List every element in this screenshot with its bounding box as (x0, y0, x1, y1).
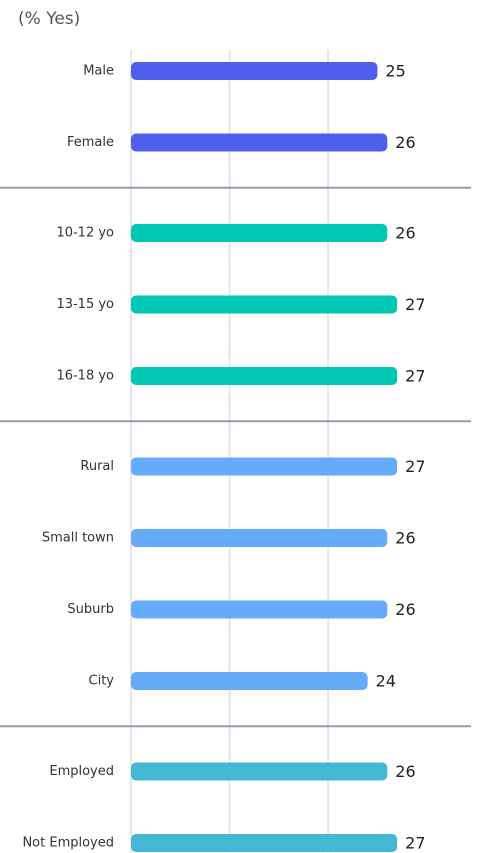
value-label: 27 (405, 367, 425, 386)
value-label: 27 (405, 457, 425, 476)
category-label: 10-12 yo (56, 226, 114, 241)
bar (131, 600, 388, 619)
bar (131, 367, 398, 385)
category-label: Not Employed (22, 836, 114, 851)
category-label: 16-18 yo (56, 369, 114, 384)
bar (131, 762, 388, 781)
value-label: 25 (385, 62, 405, 81)
value-label: 27 (405, 295, 425, 314)
bar (131, 672, 368, 690)
value-label: 24 (376, 672, 396, 691)
value-label: 27 (405, 834, 425, 853)
value-label: 26 (395, 600, 415, 619)
category-label: Suburb (67, 602, 114, 617)
value-label: 26 (395, 529, 415, 548)
value-label: 26 (395, 224, 415, 243)
category-label: Rural (80, 459, 114, 474)
category-label: Female (67, 135, 114, 150)
category-label: Employed (49, 764, 114, 779)
chart-subtitle: (% Yes) (18, 9, 80, 29)
bar (131, 133, 388, 152)
value-label: 26 (395, 133, 415, 152)
category-label: Male (83, 64, 114, 79)
bar (131, 457, 398, 476)
bar (131, 224, 388, 242)
category-label: 13-15 yo (56, 297, 114, 312)
bar (131, 834, 398, 852)
bar (131, 62, 378, 80)
category-label: City (89, 674, 115, 689)
bar (131, 529, 388, 547)
bar (131, 295, 398, 314)
value-label: 26 (395, 762, 415, 781)
category-label: Small town (42, 531, 114, 546)
